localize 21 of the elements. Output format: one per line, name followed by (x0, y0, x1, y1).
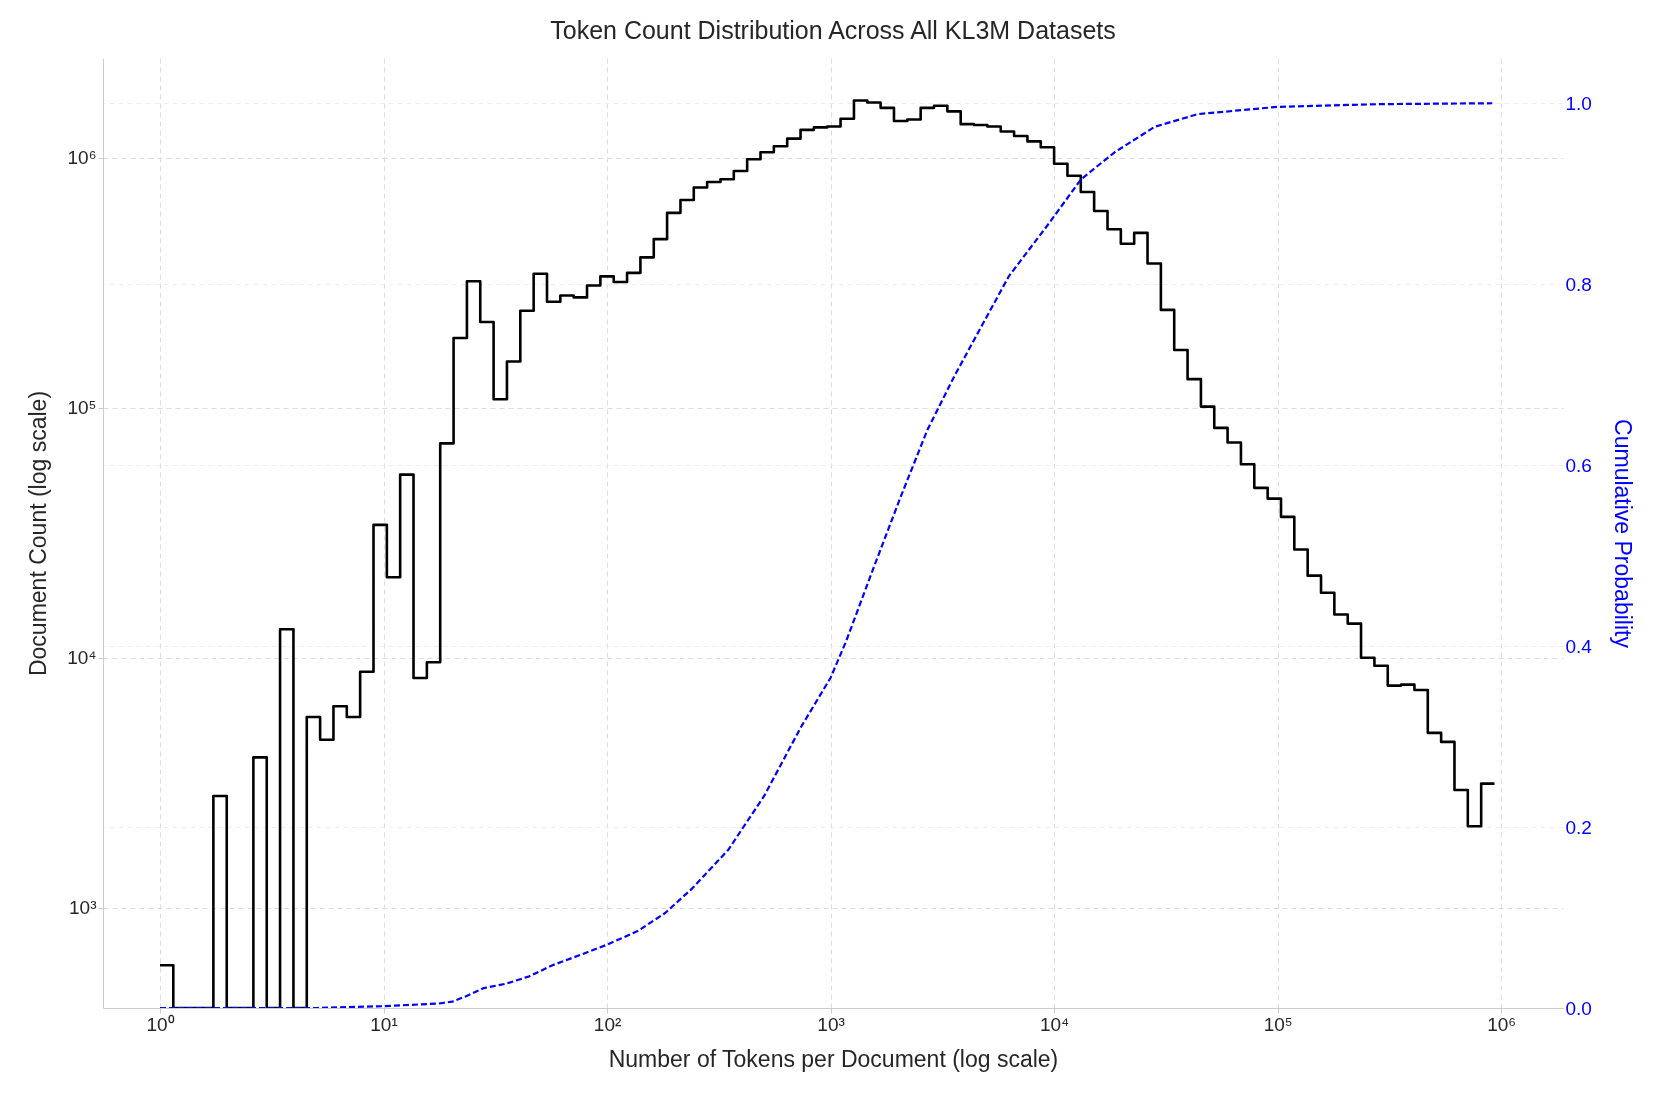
y-tick-label: 10⁶ (67, 147, 97, 169)
y-tick-label: 10³ (69, 897, 97, 919)
x-tick-label: 10¹ (370, 1013, 398, 1035)
x-tick-label: 10² (593, 1013, 622, 1035)
y-axis-title: Document Count (log scale) (25, 390, 52, 677)
y2-axis-title: Cumulative Probability (1609, 419, 1636, 649)
y2-tick-label: 0.8 (1565, 273, 1592, 295)
x-tick-label: 10⁶ (1487, 1013, 1517, 1035)
x-tick-label: 10⁰ (146, 1013, 175, 1035)
chart-title: Token Count Distribution Across All KL3M Datasets (550, 16, 1116, 44)
x-tick-label: 10⁵ (1263, 1013, 1293, 1035)
x-axis-title: Number of Tokens per Document (log scale) (608, 1045, 1059, 1072)
y2-tick-label: 1.0 (1565, 92, 1592, 114)
y-tick-label: 10⁴ (67, 647, 97, 669)
y2-tick-label: 0.2 (1565, 816, 1592, 838)
y-tick-label: 10⁵ (67, 397, 97, 419)
x-tick-label: 10⁴ (1039, 1013, 1070, 1035)
y2-tick-label: 0.4 (1565, 635, 1593, 657)
x-tick-label: 10³ (817, 1013, 845, 1035)
y2-tick-label: 0.0 (1565, 997, 1592, 1019)
y2-tick-label: 0.6 (1565, 454, 1592, 476)
